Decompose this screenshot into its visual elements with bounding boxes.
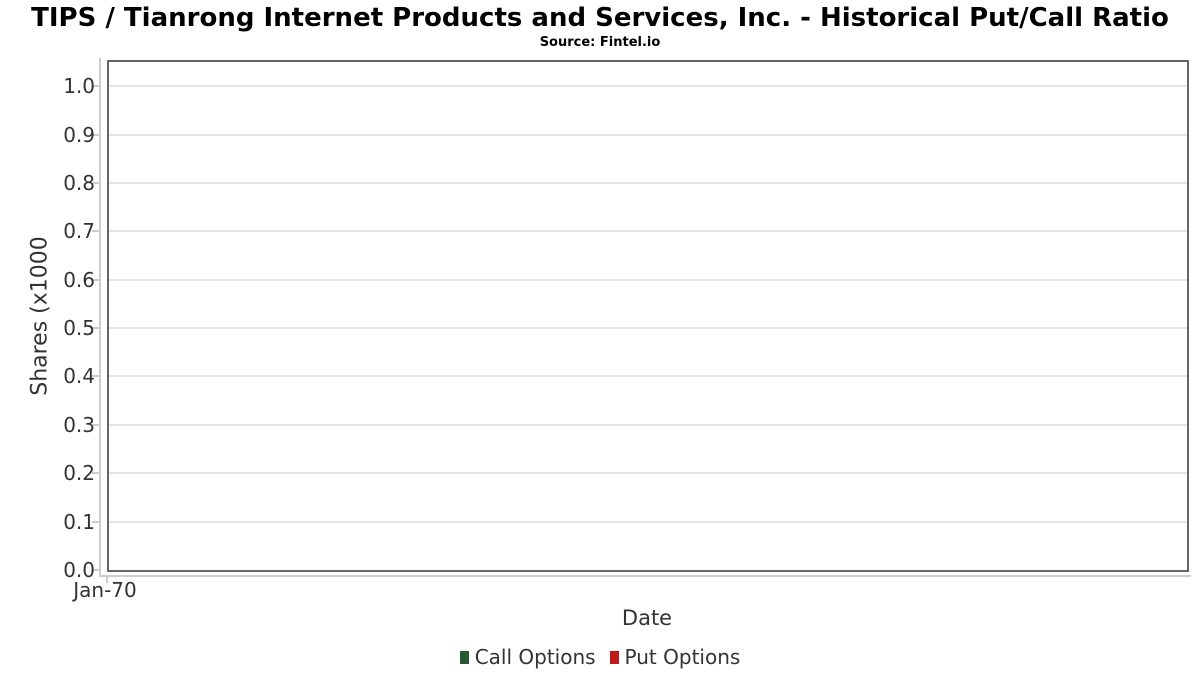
legend: Call Options Put Options — [0, 645, 1200, 669]
y-tick-label: 0.4 — [63, 364, 95, 388]
x-tick — [106, 577, 108, 583]
x-axis-line — [99, 575, 1191, 577]
y-tick-label: 0.1 — [63, 510, 95, 534]
y-tick-label: 0.8 — [63, 171, 95, 195]
y-tick — [92, 569, 100, 571]
y-tick-label: 0.3 — [63, 413, 95, 437]
y-tick-label: 0.5 — [63, 316, 95, 340]
y-tick — [92, 327, 100, 329]
y-tick-label: 0.7 — [63, 219, 95, 243]
y-tick-label: 0.9 — [63, 123, 95, 147]
y-tick-label: 0.6 — [63, 268, 95, 292]
chart-title: TIPS / Tianrong Internet Products and Se… — [31, 3, 1169, 33]
y-tick — [92, 230, 100, 232]
y-tick-label: 0.2 — [63, 461, 95, 485]
gridline — [109, 230, 1187, 232]
chart-subtitle: Source: Fintel.io — [539, 35, 661, 50]
y-tick — [92, 279, 100, 281]
legend-item-put-options[interactable]: Put Options — [609, 645, 741, 669]
gridline — [109, 279, 1187, 281]
gridline — [109, 424, 1187, 426]
series-layer — [109, 62, 1187, 570]
legend-label: Put Options — [624, 645, 741, 669]
y-tick-label: 0.0 — [63, 558, 95, 582]
gridline — [109, 134, 1187, 136]
legend-label: Call Options — [474, 645, 596, 669]
y-tick — [92, 521, 100, 523]
gridline — [109, 472, 1187, 474]
put-options-marker-icon — [609, 650, 619, 664]
y-tick — [92, 182, 100, 184]
legend-item-call-options[interactable]: Call Options — [459, 645, 596, 669]
x-axis-title: Date — [621, 606, 673, 630]
gridline — [109, 521, 1187, 523]
gridline — [109, 85, 1187, 87]
plot-area — [107, 60, 1189, 572]
y-tick — [92, 472, 100, 474]
call-options-marker-icon — [459, 650, 469, 664]
x-tick-label: Jan-70 — [73, 578, 137, 602]
gridline — [109, 327, 1187, 329]
y-tick-label: 1.0 — [63, 74, 95, 98]
gridline — [109, 182, 1187, 184]
y-tick — [92, 85, 100, 87]
y-tick — [92, 375, 100, 377]
y-axis-line — [99, 58, 101, 576]
y-tick — [92, 134, 100, 136]
y-tick — [92, 424, 100, 426]
gridline — [109, 375, 1187, 377]
